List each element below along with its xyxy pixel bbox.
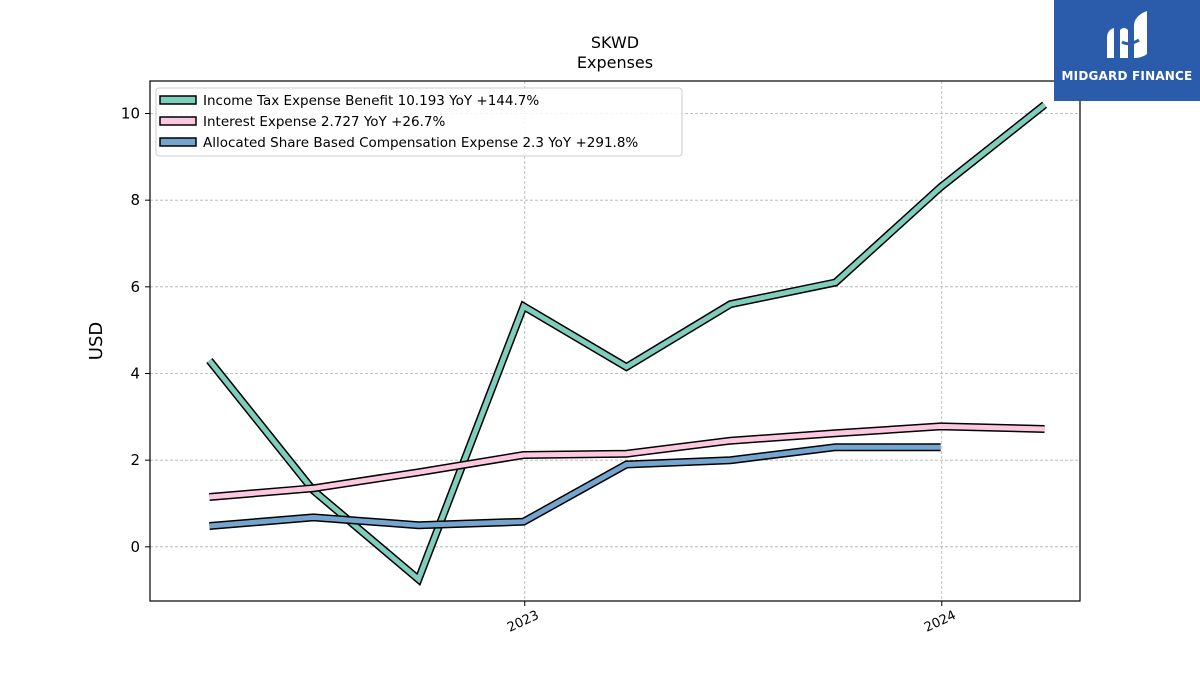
chart-title: SKWD bbox=[591, 33, 639, 52]
y-tick-label: 0 bbox=[130, 538, 140, 556]
series-lines bbox=[206, 101, 1048, 586]
x-tick-label: 2023 bbox=[505, 608, 541, 636]
y-tick-label: 2 bbox=[130, 451, 140, 469]
legend-box bbox=[155, 87, 683, 157]
logo-text: MIDGARD FINANCE bbox=[1061, 69, 1193, 83]
brand-logo: MIDGARD FINANCE bbox=[1054, 0, 1200, 101]
chart-subtitle: Expenses bbox=[577, 53, 653, 72]
y-tick-label: 6 bbox=[130, 278, 140, 296]
legend-label-3: Allocated Share Based Compensation Expen… bbox=[203, 135, 638, 151]
legend-label-2: Interest Expense 2.727 YoY +26.7% bbox=[203, 114, 445, 130]
legend-swatch-3 bbox=[159, 137, 197, 147]
legend-swatch-2 bbox=[159, 116, 197, 126]
y-tick-label: 4 bbox=[130, 365, 140, 383]
logo-mark-icon bbox=[1107, 11, 1147, 58]
x-tick-label: 2024 bbox=[922, 608, 958, 636]
series-line-2 bbox=[209, 423, 1045, 500]
series-line-1 bbox=[207, 102, 1047, 584]
axis-ticks: 0 2 4 6 8 10 2023 2024 bbox=[121, 105, 959, 636]
y-tick-label: 10 bbox=[121, 105, 140, 123]
legend: Income Tax Expense Benefit 10.193 YoY +1… bbox=[155, 87, 683, 157]
series-line-3 bbox=[209, 444, 941, 529]
legend-label-1: Income Tax Expense Benefit 10.193 YoY +1… bbox=[203, 93, 539, 109]
legend-swatch-1 bbox=[159, 95, 197, 105]
y-tick-label: 8 bbox=[130, 191, 140, 209]
y-axis-label: USD bbox=[86, 322, 107, 360]
plot-area-frame bbox=[149, 80, 1081, 602]
